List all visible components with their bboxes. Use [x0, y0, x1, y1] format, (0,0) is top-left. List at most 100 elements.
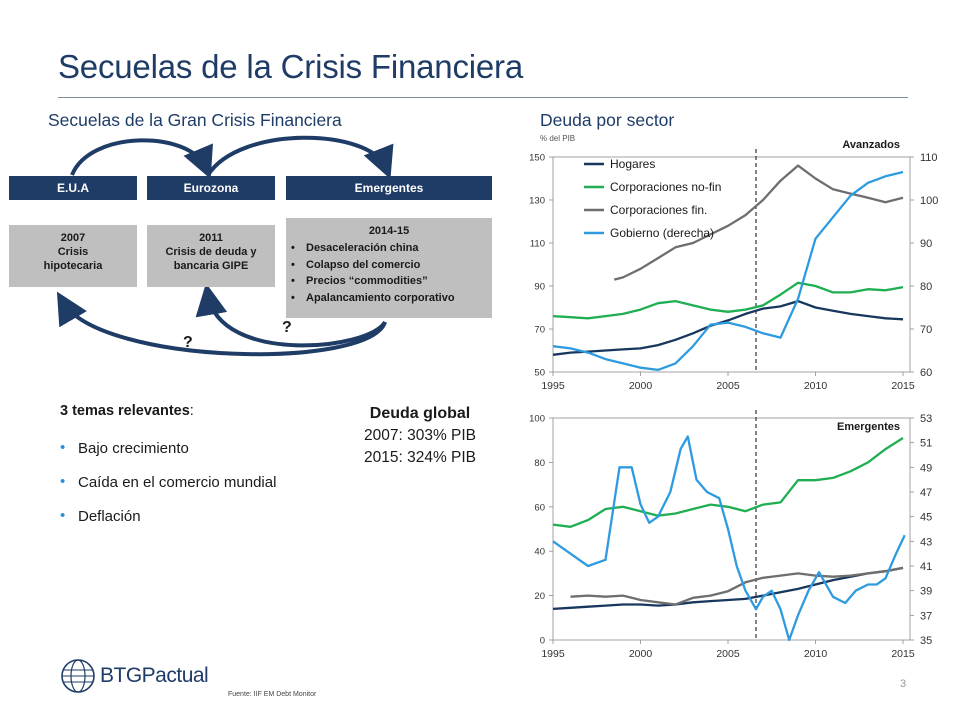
series-line-3: [570, 566, 904, 606]
y2-tick-label: 90: [920, 238, 932, 250]
chart-title: Avanzados: [842, 139, 900, 151]
region-eua: E.U.A: [9, 176, 137, 200]
list-item: Precios “commodities”: [286, 273, 492, 290]
y-tick-label: 100: [529, 414, 545, 425]
box-2011-year: 2011: [199, 232, 223, 244]
globe-icon: [61, 659, 95, 693]
y2-tick-label: 51: [920, 438, 932, 450]
legend-label: Gobierno (derecha): [610, 226, 714, 240]
themes-title-text: 3 temas relevantes: [60, 403, 190, 419]
box-2014-list: Desaceleración china Colapso del comerci…: [286, 240, 492, 306]
box-2011-line1: Crisis de deuda y: [165, 246, 257, 258]
y-tick-label: 70: [534, 325, 545, 336]
box-2014-15: 2014-15 Desaceleración china Colapso del…: [286, 218, 492, 318]
y-tick-label: 40: [534, 547, 545, 558]
y-tick-label: 80: [534, 458, 545, 469]
box-2011: 2011 Crisis de deuda y bancaria GIPE: [147, 225, 275, 287]
y2-tick-label: 53: [920, 413, 932, 425]
y-tick-label: 0: [540, 636, 545, 647]
x-tick-label: 1995: [541, 648, 565, 660]
x-tick-label: 2000: [629, 648, 653, 660]
y-tick-label: 150: [529, 153, 545, 164]
region-emergentes: Emergentes: [286, 176, 492, 200]
list-item: Colapso del comercio: [286, 257, 492, 274]
series-line-2: [552, 281, 904, 320]
y-tick-label: 110: [530, 239, 545, 250]
themes-title-colon: :: [189, 403, 194, 419]
y2-tick-label: 80: [920, 281, 932, 293]
y2-tick-label: 110: [920, 152, 938, 164]
y2-tick-label: 70: [920, 324, 932, 336]
logo-wordmark: BTGPactual: [100, 664, 209, 687]
left-section-title: Secuelas de la Gran Crisis Financiera: [48, 110, 342, 130]
y2-tick-label: 47: [920, 487, 932, 499]
arrow-eurozona-emergentes: [206, 135, 394, 180]
y-tick-label: 50: [534, 368, 545, 379]
list-item: Desaceleración china: [286, 240, 492, 257]
x-tick-label: 2010: [804, 380, 828, 392]
x-tick-label: 1995: [541, 380, 565, 392]
y-tick-label: 20: [534, 591, 545, 602]
global-debt: Deuda global 2007: 303% PIB 2015: 324% P…: [320, 403, 520, 469]
y-tick-label: 60: [534, 502, 545, 513]
x-tick-label: 2005: [716, 648, 740, 660]
themes-list: Bajo crecimiento Caída en el comercio mu…: [60, 439, 276, 542]
chart-title: Emergentes: [837, 421, 900, 433]
flow-arrows: [56, 135, 394, 357]
x-tick-label: 2000: [629, 380, 653, 392]
themes-title: 3 temas relevantes:: [60, 403, 194, 419]
question-mark-2: ?: [282, 319, 292, 336]
y2-tick-label: 100: [920, 195, 938, 207]
box-2007: 2007 Crisis hipotecaria: [9, 225, 137, 287]
x-tick-label: 2015: [891, 380, 915, 392]
series-line-1: [552, 566, 904, 611]
y2-tick-label: 41: [920, 561, 932, 573]
page-number: 3: [900, 678, 907, 690]
box-2007-line1: Crisis: [57, 246, 89, 258]
series-line-1: [552, 299, 904, 356]
y2-tick-label: 37: [920, 610, 932, 622]
global-debt-title: Deuda global: [369, 405, 471, 422]
y-tick-label: 90: [534, 282, 545, 293]
y2-tick-label: 60: [920, 367, 932, 379]
x-tick-label: 2010: [804, 648, 828, 660]
legend-label: Corporaciones fin.: [610, 203, 707, 217]
arrow-emergentes-eurozona: [195, 283, 387, 348]
plot-frame: [552, 156, 911, 373]
question-mark-1: ?: [183, 334, 193, 351]
list-item: Apalancamiento corporativo: [286, 290, 492, 307]
plot-frame: [552, 417, 911, 641]
global-debt-2007: 2007: 303% PIB: [363, 427, 477, 444]
series-line-4: [552, 170, 904, 372]
legend-label: Hogares: [610, 157, 655, 171]
source-note: Fuente: IIF EM Debt Monitor: [228, 691, 317, 698]
global-debt-2015: 2015: 324% PIB: [363, 449, 477, 466]
y2-tick-label: 49: [920, 462, 932, 474]
arrow-emergentes-eua: [56, 291, 387, 357]
slide-title: Secuelas de la Crisis Financiera: [58, 48, 523, 85]
box-2007-year: 2007: [60, 232, 86, 244]
box-2007-line2: hipotecaria: [43, 260, 103, 272]
series-line-2: [552, 437, 904, 528]
list-item: Caída en el comercio mundial: [60, 473, 276, 491]
right-section-subtitle: % del PIB: [540, 134, 576, 143]
list-item: Deflación: [60, 507, 276, 525]
y2-tick-label: 45: [920, 512, 932, 524]
y2-tick-label: 43: [920, 536, 932, 548]
series-line-4: [552, 435, 906, 642]
x-tick-label: 2005: [716, 380, 740, 392]
right-section-title: Deuda por sector: [540, 110, 675, 130]
y2-tick-label: 35: [920, 635, 932, 647]
title-divider: [58, 97, 908, 98]
list-item: Bajo crecimiento: [60, 439, 276, 457]
x-tick-label: 2015: [891, 648, 915, 660]
arrow-eua-eurozona: [70, 138, 213, 180]
legend-label: Corporaciones no-fin: [610, 180, 721, 194]
region-eurozona: Eurozona: [147, 176, 275, 200]
box-2014-year: 2014-15: [368, 225, 410, 237]
y-tick-label: 130: [529, 196, 545, 207]
box-2011-line2: bancaria GIPE: [173, 260, 249, 272]
btg-logo: BTGPactual: [60, 658, 209, 694]
y2-tick-label: 39: [920, 586, 932, 598]
